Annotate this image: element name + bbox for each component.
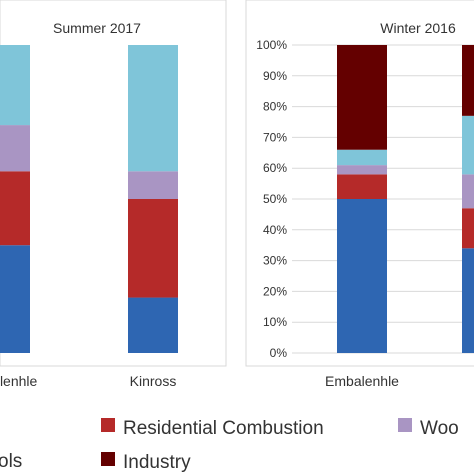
y-tick-label: 80% (263, 100, 287, 114)
summer-2017-panel: Summer 2017 mbalenhle Kinross (0, 0, 227, 389)
bar-segment-kinross-wood (462, 174, 474, 209)
bar-segment-embalenhle-series-3 (0, 45, 30, 126)
bar-segment-embalenhle-wood (337, 165, 387, 175)
y-tick-label: 30% (263, 254, 287, 268)
legend-swatch-wood (398, 418, 412, 432)
legend-label-residential-combustion: Residential Combustion (123, 418, 324, 439)
legend-swatch-residential-combustion (101, 418, 115, 432)
chart-legend: Residential Combustion Woo ols Industry (0, 418, 459, 473)
y-tick-label: 20% (263, 284, 287, 298)
y-tick-label: 10% (263, 315, 287, 329)
legend-label-wood: Woo (420, 418, 459, 439)
y-tick-label: 50% (263, 192, 287, 206)
summer-2017-title: Summer 2017 (53, 20, 141, 36)
y-tick-label: 90% (263, 69, 287, 83)
bar-segment-kinross-industry (462, 45, 474, 116)
bar-segment-embalenhle-wood (0, 125, 30, 172)
bar-segment-embalenhle-industry (337, 45, 387, 150)
bar-segment-kinross-residential-combustion (462, 208, 474, 249)
y-tick-label: 60% (263, 161, 287, 175)
summer-2017-plot-border (0, 0, 227, 367)
bar-segment-embalenhle-series-3 (337, 149, 387, 166)
bar-segment-kinross-vehicles (128, 297, 178, 353)
bar-segment-kinross-series-3 (462, 115, 474, 175)
legend-swatch-industry (101, 452, 115, 466)
bar-segment-kinross-wood (128, 171, 178, 199)
legend-label-tools: ols (0, 451, 22, 472)
y-tick-label: 70% (263, 130, 287, 144)
category-label-embalenhle: Embalenhle (325, 373, 399, 389)
bar-segment-embalenhle-vehicles (337, 199, 387, 353)
legend-label-industry: Industry (123, 452, 191, 473)
category-label-kinross: Kinross (130, 373, 177, 389)
bar-segment-kinross-vehicles (462, 248, 474, 353)
winter-2016-title: Winter 2016 (380, 20, 456, 36)
bar-segment-embalenhle-residential-combustion (0, 171, 30, 246)
y-tick-label: 0% (270, 346, 288, 360)
bar-segment-embalenhle-vehicles (0, 245, 30, 353)
category-label-embalenhle: mbalenhle (0, 373, 38, 389)
bar-segment-embalenhle-residential-combustion (337, 174, 387, 199)
y-tick-label: 40% (263, 223, 287, 237)
bar-segment-kinross-residential-combustion (128, 199, 178, 298)
y-tick-label: 100% (256, 38, 287, 52)
bar-segment-kinross-series-3 (128, 45, 178, 172)
winter-2016-panel: Winter 2016 0% 10% 20% 30% 40% 50% 60% 70% 80% 90… (245, 0, 474, 389)
